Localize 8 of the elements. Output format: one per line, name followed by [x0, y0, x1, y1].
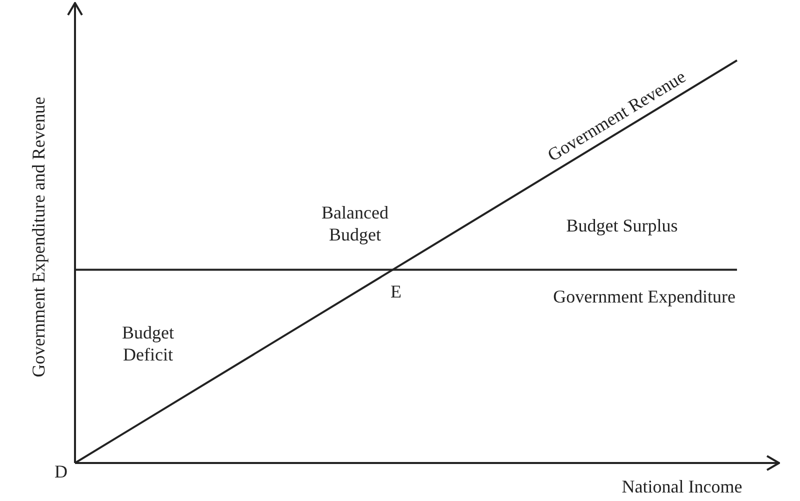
annotation: Balanced Budget: [322, 202, 388, 245]
annotation: Budget Surplus: [566, 216, 678, 236]
x-axis-title: National Income: [622, 476, 742, 497]
y-axis-title: Government Expenditure and Revenue: [28, 96, 49, 378]
annotation: Budget Deficit: [122, 322, 174, 365]
series-label: Government Expenditure: [553, 286, 736, 306]
annotation: E: [390, 282, 402, 302]
annotation: D: [54, 462, 68, 482]
